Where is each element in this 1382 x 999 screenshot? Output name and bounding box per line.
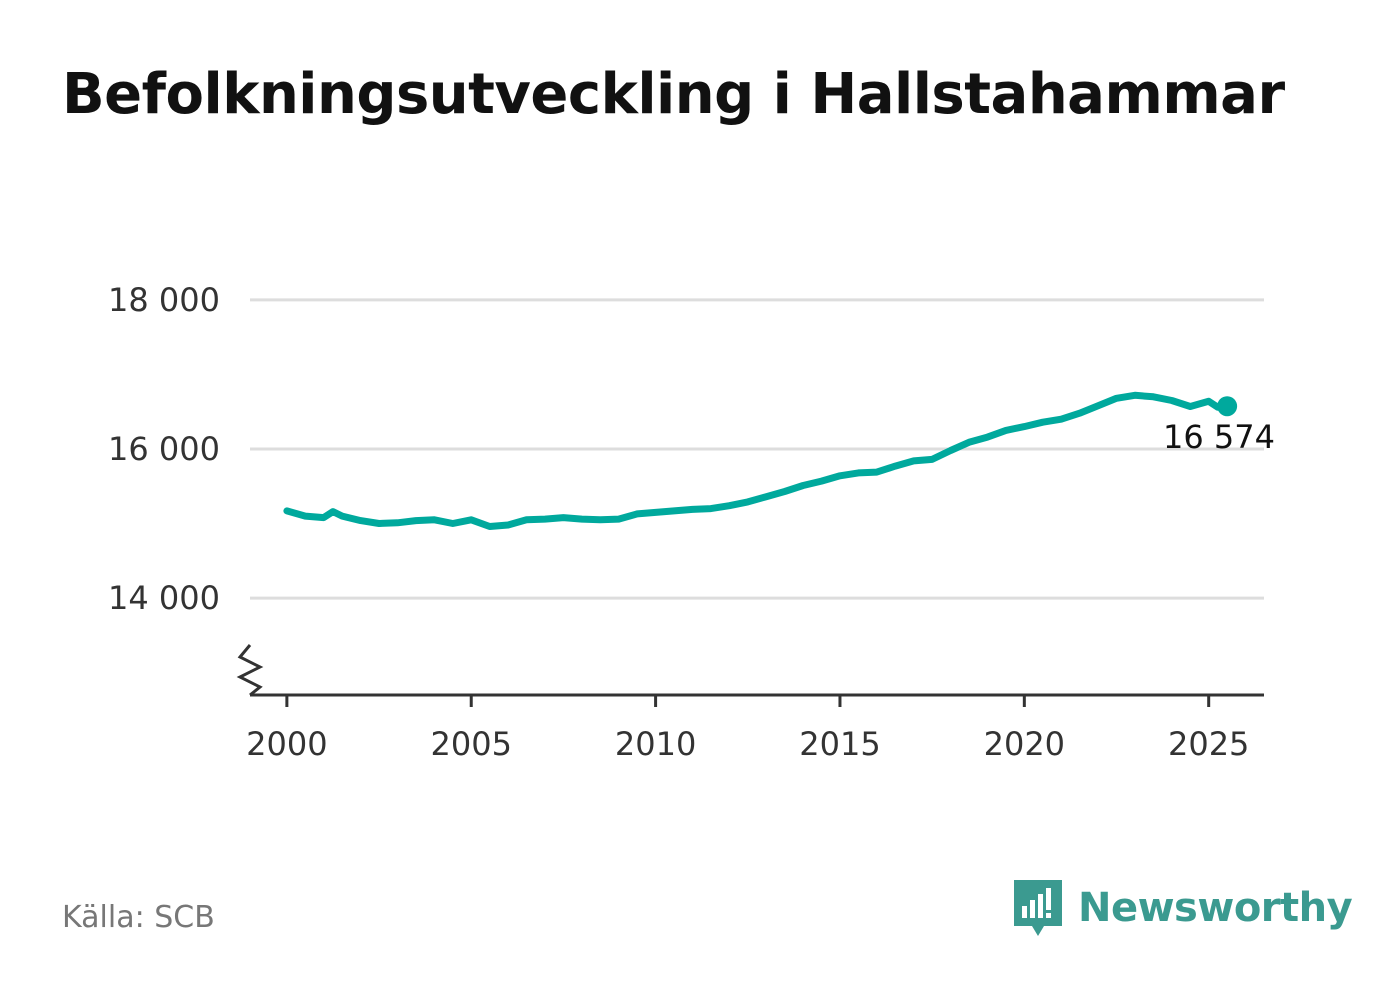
x-tick-label: 2005 xyxy=(431,725,512,763)
x-tick-label: 2000 xyxy=(246,725,327,763)
x-tick-label: 2025 xyxy=(1168,725,1249,763)
y-tick-label: 18 000 xyxy=(108,281,220,319)
y-tick-label: 16 000 xyxy=(108,430,220,468)
brand-name: Newsworthy xyxy=(1078,885,1353,931)
x-axis xyxy=(250,693,1264,707)
x-tick-label: 2010 xyxy=(615,725,696,763)
x-axis-tick-labels: 2000 2005 2010 2015 2020 2025 xyxy=(246,725,1249,763)
newsworthy-logo-icon xyxy=(1014,880,1062,936)
y-tick-label: 14 000 xyxy=(108,579,220,617)
end-value-label: 16 574 xyxy=(1163,418,1275,456)
brand-logo[interactable]: Newsworthy xyxy=(1012,878,1353,938)
y-axis-break-icon xyxy=(236,644,264,697)
gridlines xyxy=(250,298,1264,600)
x-tick-label: 2020 xyxy=(984,725,1065,763)
chart-title: Befolkningsutveckling i Hallstahammar xyxy=(62,62,1285,127)
end-point-marker xyxy=(1217,396,1238,417)
source-note: Källa: SCB xyxy=(62,900,215,935)
series-line xyxy=(283,391,1231,530)
x-tick-label: 2015 xyxy=(799,725,880,763)
y-axis-tick-labels: 14 000 16 000 18 000 xyxy=(108,281,220,617)
